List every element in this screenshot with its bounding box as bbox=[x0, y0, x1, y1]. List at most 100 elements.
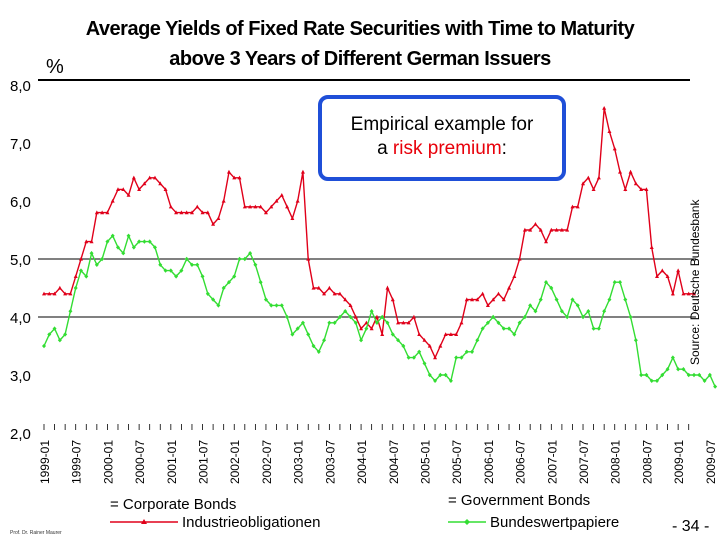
government-point bbox=[623, 297, 628, 302]
corporate-point bbox=[443, 332, 448, 336]
gridlines bbox=[38, 79, 696, 318]
government-point bbox=[274, 303, 279, 308]
government-point bbox=[73, 285, 78, 291]
government-point bbox=[152, 245, 157, 250]
corporate-point bbox=[496, 291, 501, 296]
government-point bbox=[438, 372, 443, 378]
corporate-point bbox=[607, 129, 612, 133]
corporate-point bbox=[554, 227, 559, 232]
government-point bbox=[179, 268, 184, 273]
government-point bbox=[68, 309, 73, 314]
government-point bbox=[115, 245, 120, 250]
government-point bbox=[369, 309, 374, 314]
corporate-point bbox=[533, 222, 538, 226]
government-point bbox=[491, 314, 496, 320]
government-point bbox=[596, 326, 601, 331]
corporate-point bbox=[163, 187, 168, 191]
corporate-point bbox=[100, 210, 105, 215]
corporate-point bbox=[274, 198, 279, 203]
government-point bbox=[676, 367, 681, 372]
chart-title-line2: above 3 Years of Different German Issuer… bbox=[169, 48, 551, 70]
corporate-point bbox=[126, 193, 131, 197]
government-point bbox=[189, 262, 194, 267]
government-point bbox=[586, 309, 591, 314]
corporate-point bbox=[300, 169, 305, 174]
government-point bbox=[459, 355, 464, 360]
corporate-point bbox=[470, 297, 475, 302]
government-point bbox=[263, 297, 268, 302]
corporate-point bbox=[655, 274, 660, 278]
government-point bbox=[327, 320, 332, 325]
government-point bbox=[406, 355, 411, 360]
corporate-point bbox=[528, 227, 533, 232]
corporate-point bbox=[676, 268, 681, 273]
corporate-point bbox=[105, 210, 110, 215]
government-point bbox=[464, 349, 469, 354]
corporate-point bbox=[63, 291, 68, 296]
government-point bbox=[633, 338, 638, 343]
government-point bbox=[78, 268, 83, 273]
government-point bbox=[163, 268, 168, 273]
government-point bbox=[359, 338, 364, 343]
corporate-point bbox=[195, 204, 200, 209]
government-point bbox=[681, 367, 686, 372]
government-point bbox=[237, 256, 242, 262]
corporate-point bbox=[242, 204, 247, 209]
x-tick-label: 2006-01 bbox=[482, 440, 496, 484]
government-point bbox=[285, 314, 290, 320]
x-tick-label: 2009-01 bbox=[672, 440, 686, 484]
corporate-point bbox=[232, 175, 237, 180]
corporate-point bbox=[692, 291, 696, 296]
government-point bbox=[42, 343, 46, 349]
government-bonds-line bbox=[43, 233, 716, 387]
corporate-point bbox=[591, 187, 596, 191]
government-point bbox=[448, 378, 453, 383]
corporate-point bbox=[612, 146, 617, 151]
government-point bbox=[470, 349, 475, 354]
government-point bbox=[221, 285, 226, 291]
corporate-point bbox=[78, 256, 83, 261]
government-point bbox=[702, 378, 707, 383]
corporate-point bbox=[73, 274, 78, 278]
government-point bbox=[670, 355, 675, 360]
government-point bbox=[628, 314, 633, 320]
corporate-point bbox=[385, 285, 390, 290]
government-point bbox=[300, 320, 305, 325]
corporate-point bbox=[401, 320, 406, 325]
government-point bbox=[660, 372, 665, 378]
government-point bbox=[226, 280, 231, 285]
corporate-point bbox=[142, 181, 147, 186]
corporate-point bbox=[226, 169, 231, 174]
x-tick-label: 2002-07 bbox=[260, 440, 274, 484]
x-tick-label: 1999-01 bbox=[38, 440, 52, 484]
corporate-point bbox=[68, 291, 73, 296]
government-point bbox=[655, 378, 660, 383]
corporate-point bbox=[121, 187, 126, 191]
government-point bbox=[713, 384, 718, 389]
corporate-point bbox=[295, 198, 300, 203]
corporate-point bbox=[649, 245, 654, 249]
corporate-bonds-note: = Corporate Bonds bbox=[110, 496, 237, 513]
government-point bbox=[707, 372, 712, 378]
corporate-point bbox=[174, 210, 179, 215]
government-point bbox=[121, 251, 126, 256]
source-note: Source: Deutsche Bundesbank bbox=[688, 199, 702, 365]
government-point bbox=[644, 372, 649, 378]
y-tick-label: 2,0 bbox=[10, 426, 31, 443]
government-point bbox=[353, 320, 358, 325]
corporate-point bbox=[211, 222, 216, 226]
corporate-point bbox=[115, 187, 120, 191]
corporate-point bbox=[285, 204, 290, 209]
x-tick-label: 2005-07 bbox=[450, 440, 464, 484]
corporate-point bbox=[491, 297, 496, 302]
x-tick-label: 2008-01 bbox=[609, 440, 623, 484]
x-tick-label: 2003-07 bbox=[323, 440, 337, 484]
government-point bbox=[485, 320, 490, 325]
x-tick-label: 2006-07 bbox=[514, 440, 528, 484]
corporate-point bbox=[327, 285, 332, 290]
corporate-point bbox=[433, 355, 438, 360]
corporate-point bbox=[322, 291, 327, 296]
government-point bbox=[269, 303, 274, 308]
corporate-point bbox=[348, 303, 353, 307]
